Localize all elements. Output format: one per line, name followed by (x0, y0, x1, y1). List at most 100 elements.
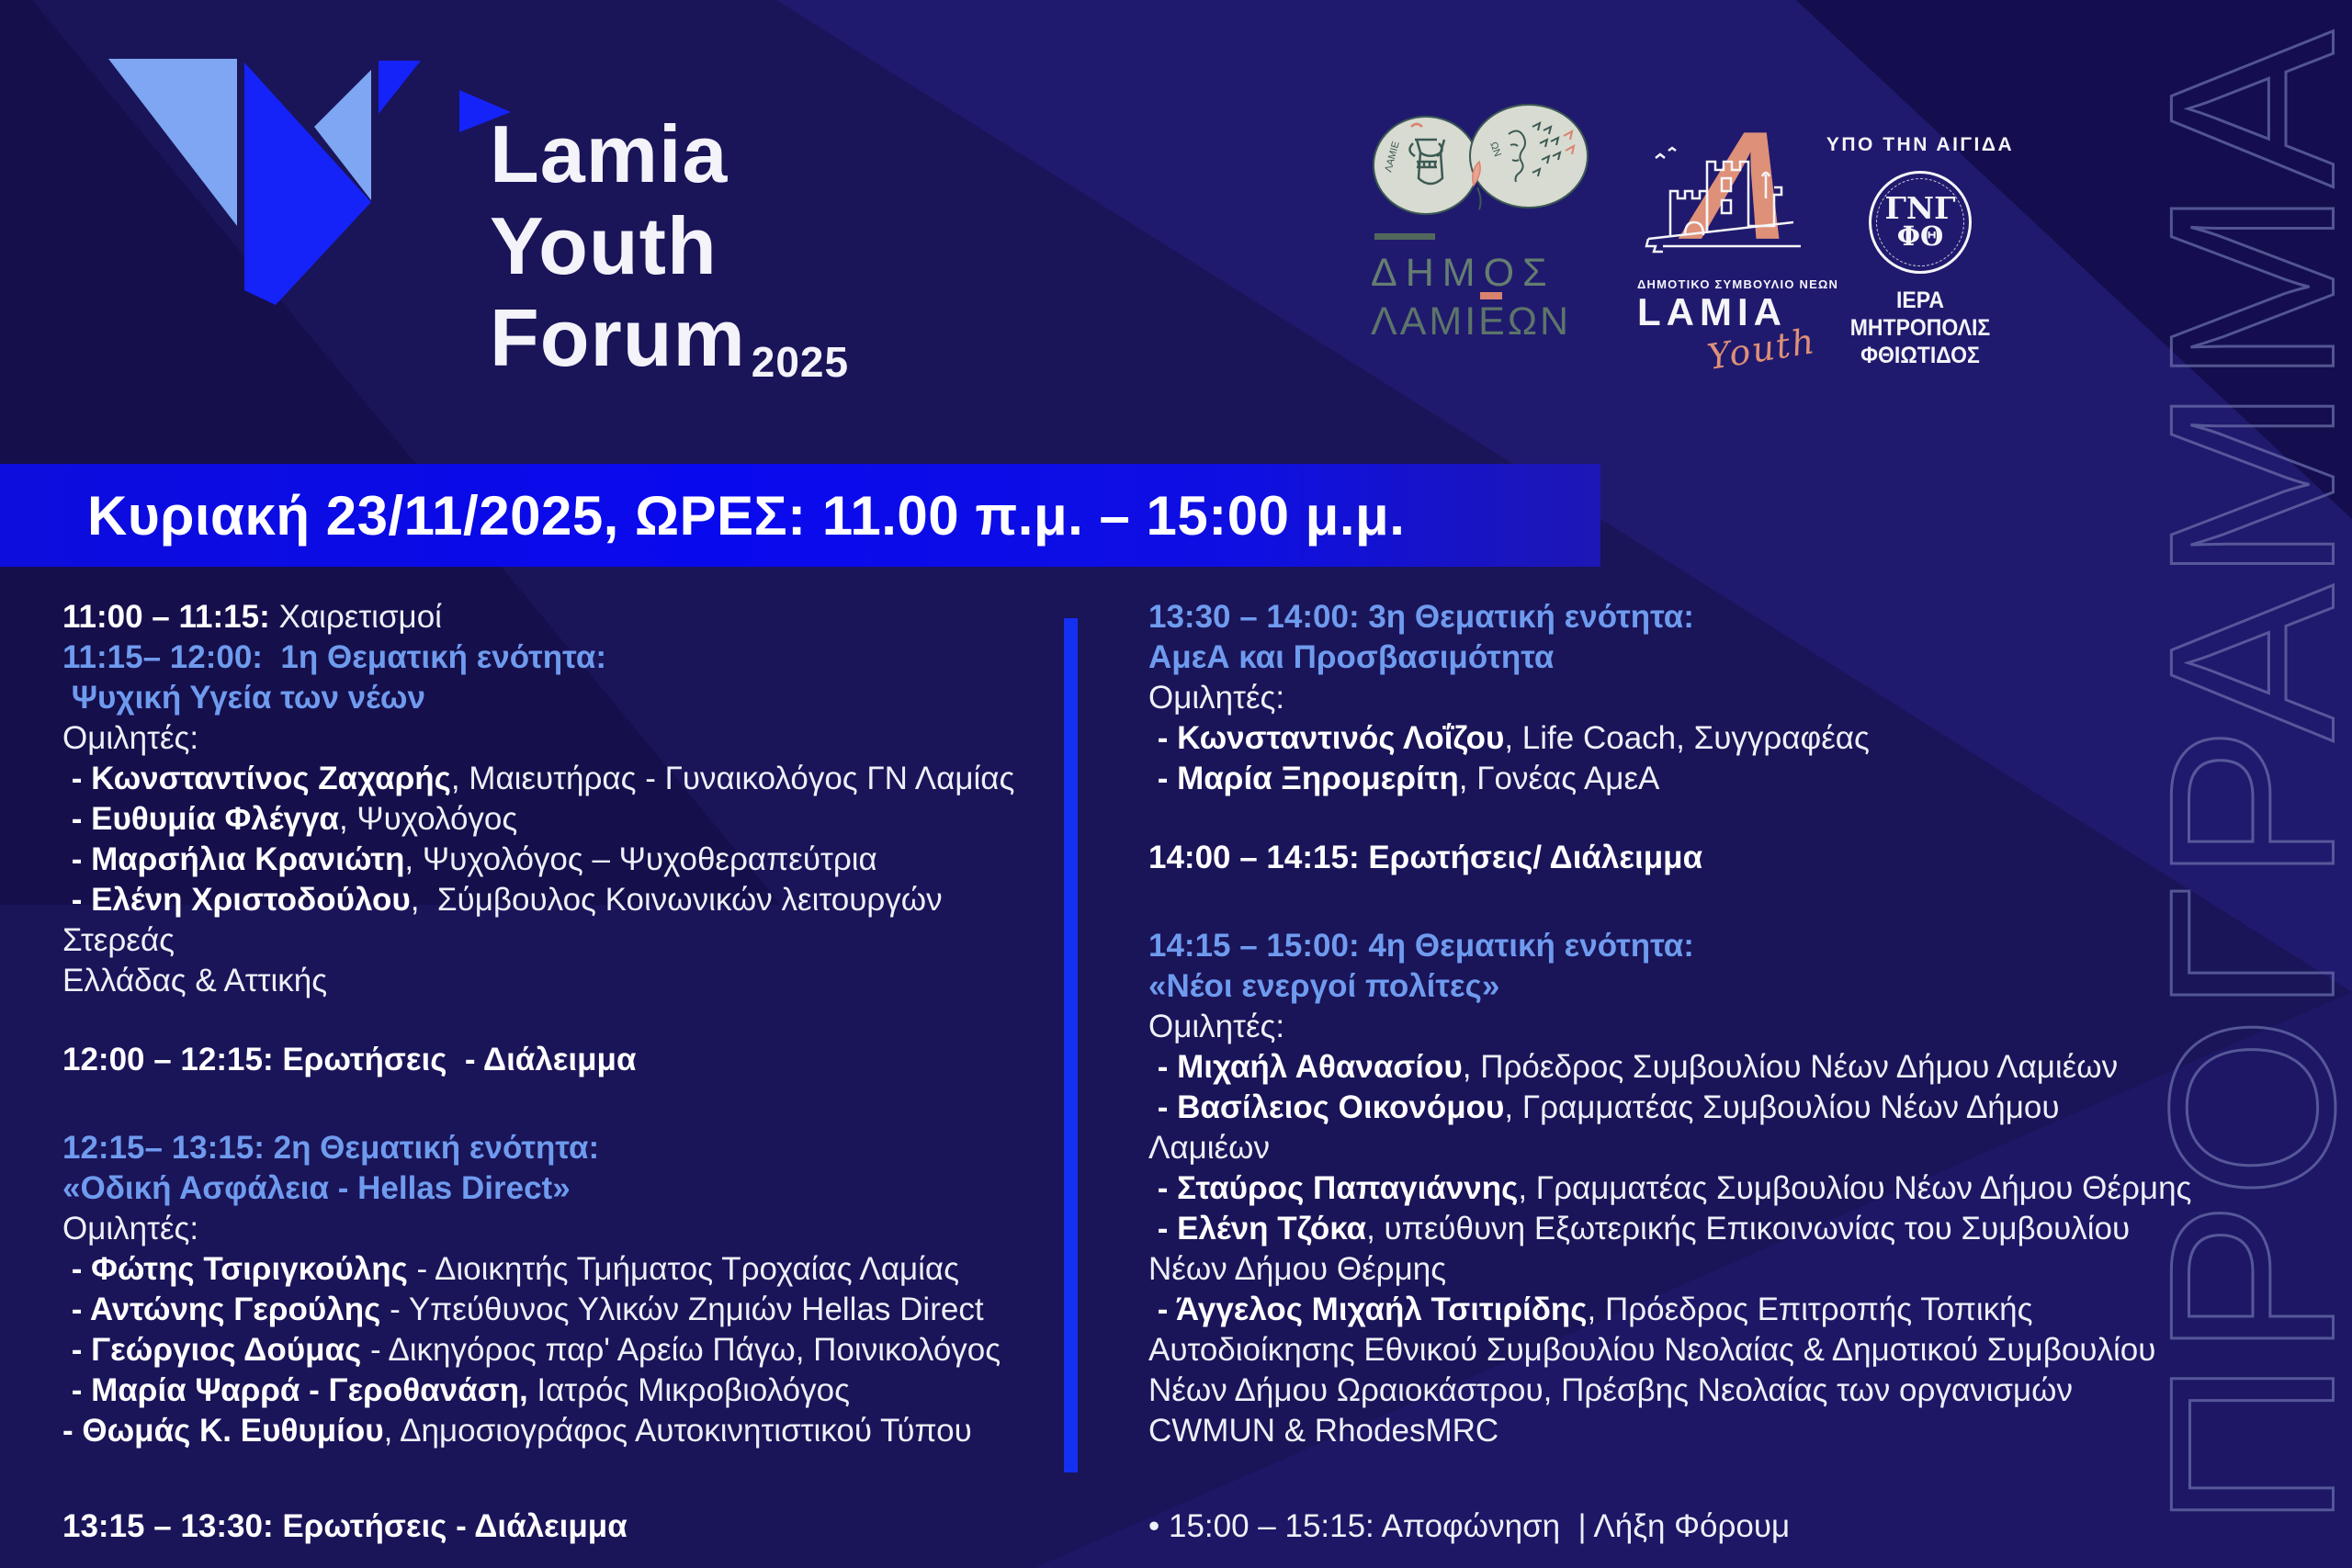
text-segment: Νέων Δήμου Ωραιοκάστρου, Πρέσβης Νεολαία… (1148, 1372, 2074, 1408)
program-line: - Μαρία Ξηρομερίτη, Γονέας ΑμεΑ (1148, 759, 2219, 799)
program-line: Ελλάδας & Αττικής (62, 961, 1059, 1001)
wordmark-line-2: Youth (490, 200, 718, 291)
program-line: Ομιλητές: (1148, 1007, 2219, 1047)
program-line: «Νέοι ενεργοί πολίτες» (1148, 966, 2219, 1007)
text-segment: 14:15 – 15:00: 4η Θεματική ενότητα: (1148, 928, 1694, 964)
text-segment: Αυτοδιοίκησης Εθνικού Συμβουλίου Νεολαία… (1148, 1332, 2156, 1368)
program-line: Ψυχική Υγεία των νέων (62, 678, 1059, 718)
municipality-logo: ΛΑΜΙΕ ΩΝ ΔΗΜΟΣ ΛΑΜΙΕΩΝ (1371, 103, 1610, 344)
program-line: - Σταύρος Παπαγιάννης, Γραμματέας Συμβου… (1148, 1168, 2219, 1209)
text-segment: - Ευθυμία Φλέγγα (62, 801, 339, 837)
text-segment: , Μαιευτήρας - Γυναικολόγος ΓΝ Λαμίας (450, 761, 1015, 796)
program-line: - Μαρία Ψαρρά - Γεροθανάση, Ιατρός Μικρο… (62, 1371, 1059, 1411)
emblem-monogram-bottom: ΦΘ (1896, 220, 1944, 252)
text-segment: 11:00 – 11:15: (62, 599, 270, 635)
text-segment: - Δικηγόρος παρ' Αρείω Πάγω, Ποινικολόγο… (361, 1332, 1001, 1368)
text-segment: - Βασίλειος Οικονόμου (1148, 1089, 1505, 1125)
text-segment: - Μιχαήλ Αθανασίου (1148, 1049, 1463, 1085)
program-line: - Ελένη Τζόκα, υπεύθυνη Εξωτερικής Επικο… (1148, 1209, 2219, 1249)
program-line: 14:00 – 14:15: Ερωτήσεις/ Διάλειμμα (1148, 838, 2219, 878)
program-line: Ομιλητές: (1148, 678, 2219, 718)
text-segment: - Ελένη Τζόκα (1148, 1211, 1367, 1247)
text-segment: , Δημοσιογράφος Αυτοκινητιστικού Τύπου (383, 1413, 972, 1449)
date-banner-text: Κυριακή 23/11/2025, ΩΡΕΣ: 11.00 π.μ. – 1… (87, 484, 1406, 547)
text-segment: , Πρόεδρος Επιτροπής Τοπικής (1587, 1292, 2033, 1327)
text-segment: , Πρόεδρος Συμβουλίου Νέων Δήμου Λαμιέων (1462, 1049, 2119, 1085)
text-segment: Ομιλητές: (1148, 680, 1285, 716)
program-line: 11:15– 12:00: 1η Θεματική ενότητα: (62, 637, 1059, 678)
program-line: Λαμιέων (1148, 1128, 2219, 1168)
program-line: - Μαρσήλια Κρανιώτη, Ψυχολόγος – Ψυχοθερ… (62, 840, 1059, 880)
program-line: 11:00 – 11:15: Χαιρετισμοί (62, 597, 1059, 637)
text-segment: 12:00 – 12:15: Ερωτήσεις - Διάλειμμα (62, 1042, 637, 1077)
emblem-monogram-top: ΓΝΓ (1884, 190, 1956, 226)
lamion-post: ΩΝ (1507, 299, 1572, 344)
program-line: - Θωμάς Κ. Ευθυμίου, Δημοσιογράφος Αυτοκ… (62, 1411, 1059, 1451)
program-line: - Φώτης Τσιριγκούλης - Διοικητής Τμήματο… (62, 1249, 1059, 1290)
municipality-name-line2: ΛΑΜΙΕΩΝ (1371, 299, 1610, 344)
text-segment: - Ελένη Χριστοδούλου (62, 882, 411, 918)
program-line: - Βασίλειος Οικονόμου, Γραμματέας Συμβου… (1148, 1088, 2219, 1128)
program-line: Ομιλητές: (62, 718, 1059, 759)
program-line: • 15:00 – 15:15: Αποφώνηση | Λήξη Φόρουμ (1148, 1506, 2219, 1547)
text-segment: ΑμεΑ και Προσβασιμότητα (1148, 639, 1555, 675)
text-segment: 14:00 – 14:15: Ερωτήσεις/ Διάλειμμα (1148, 840, 1703, 875)
program-line: - Κωνσταντίνος Ζαχαρής, Μαιευτήρας - Γυν… (62, 759, 1059, 799)
text-segment: • 15:00 – 15:15: Αποφώνηση | Λήξη Φόρουμ (1148, 1508, 1791, 1544)
text-segment: , Life Coach, Συγγραφέας (1504, 720, 1870, 756)
program-column-left: 11:00 – 11:15: Χαιρετισμοί 11:15– 12:00: … (62, 597, 1059, 1547)
program-line: Αυτοδιοίκησης Εθνικού Συμβουλίου Νεολαία… (1148, 1330, 2219, 1371)
program-column-right: 13:30 – 14:00: 3η Θεματική ενότητα: ΑμεΑ … (1148, 597, 2219, 1547)
text-segment: - Διοικητής Τμήματος Τροχαίας Λαμίας (407, 1251, 960, 1287)
text-segment: - Άγγελος Μιχαήλ Τσιτιρίδης (1148, 1292, 1588, 1327)
program-line: - Ευθυμία Φλέγγα, Ψυχολόγος (62, 799, 1059, 840)
aegis-block: ΥΠΟ ΤΗΝ ΑΙΓΙΔΑ ΓΝΓ ΦΘ ΙΕΡΑ ΜΗΤΡΟΠΟΛΙΣ ΦΘ… (1824, 134, 2017, 369)
lamion-pre: ΛΑΜΙ (1371, 299, 1479, 344)
text-segment: - Μαρία Ξηρομερίτη (1148, 761, 1459, 796)
text-segment: - Μαρία Ψαρρά - Γεροθανάση, (62, 1372, 528, 1408)
program-line: 13:15 – 13:30: Ερωτήσεις - Διάλειμμα (62, 1506, 1059, 1547)
text-segment: - Κωνσταντινός Λοΐζου (1148, 720, 1505, 756)
text-segment: 13:15 – 13:30: Ερωτήσεις - Διάλειμμα (62, 1508, 628, 1544)
municipality-divider (1374, 233, 1435, 240)
program-line: «Οδική Ασφάλεια - Hellas Direct» (62, 1168, 1059, 1209)
text-segment: , Γονέας ΑμεΑ (1458, 761, 1660, 796)
program-line: - Γεώργιος Δούμας - Δικηγόρος παρ' Αρείω… (62, 1330, 1059, 1371)
text-segment: - Κωνσταντίνος Ζαχαρής (62, 761, 451, 796)
text-segment: Λαμιέων (1148, 1130, 1270, 1166)
column-divider (1064, 618, 1078, 1472)
program-line: - Ελένη Χριστοδούλου, Σύμβουλος Κοινωνικ… (62, 880, 1059, 961)
castle-icon (1645, 146, 1801, 254)
text-segment: , Ψυχολόγος – Ψυχοθεραπεύτρια (404, 841, 877, 877)
text-segment: Ψυχική Υγεία των νέων (62, 680, 425, 716)
program-line: CWMUN & RhodesMRC (1148, 1411, 2219, 1451)
program-line: 13:30 – 14:00: 3η Θεματική ενότητα: (1148, 597, 2219, 637)
text-segment: Ελλάδας & Αττικής (62, 963, 328, 998)
vertical-programma-label: ΠΡΟΓΡΑΜΜΑ (2120, 28, 2352, 1531)
program-line: 12:15– 13:15: 2η Θεματική ενότητα: (62, 1128, 1059, 1168)
text-segment: Ομιλητές: (62, 720, 199, 756)
program-line: Νέων Δήμου Θέρμης (1148, 1249, 2219, 1290)
municipality-name-line1: ΔΗΜΟΣ (1371, 251, 1555, 295)
text-segment: Ιατρός Μικροβιολόγος (527, 1372, 850, 1408)
text-segment: , Σύμβουλος Κοινωνικών λειτουργών Στερεά… (62, 882, 952, 958)
text-segment: Χαιρετισμοί (269, 599, 442, 635)
text-segment: - Σταύρος Παπαγιάννης (1148, 1170, 1519, 1206)
text-segment: , υπεύθυνη Εξωτερικής Επικοινωνίας του Σ… (1366, 1211, 2131, 1247)
text-segment: 13:30 – 14:00: 3η Θεματική ενότητα: (1148, 599, 1694, 635)
program-line: 14:15 – 15:00: 4η Θεματική ενότητα: (1148, 926, 2219, 966)
youth-council-small-label: ΔΗΜΟΤΙΚΟ ΣΥΜΒΟΥΛΙΟ ΝΕΩΝ (1637, 277, 1839, 291)
text-segment: , Ψυχολόγος (338, 801, 518, 837)
text-segment: - Μαρσήλια Κρανιώτη (62, 841, 405, 877)
program-line: - Άγγελος Μιχαήλ Τσιτιρίδης, Πρόεδρος Επ… (1148, 1290, 2219, 1330)
metropolis-emblem-icon: ΓΝΓ ΦΘ (1869, 171, 1972, 274)
text-segment: Ομιλητές: (62, 1211, 199, 1247)
program-line: - Αντώνης Γερούλης - Υπεύθυνος Υλικών Ζη… (62, 1290, 1059, 1330)
text-segment: - Αντώνης Γερούλης (62, 1292, 381, 1327)
text-segment: - Φώτης Τσιριγκούλης (62, 1251, 408, 1287)
text-segment: «Νέοι ενεργοί πολίτες» (1148, 968, 1500, 1004)
wordmark-line-1: Lamia (490, 108, 729, 199)
wordmark-year: 2025 (751, 338, 850, 386)
youth-council-big-label: LAMIA (1637, 290, 1787, 333)
